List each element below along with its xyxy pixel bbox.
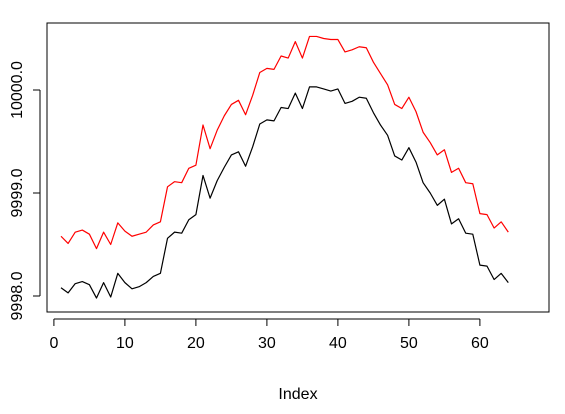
series-line-1 [60,86,509,299]
x-tick-label: 30 [258,335,276,352]
x-axis-title: Index [278,386,317,403]
y-tick-label: 10000.0 [9,61,26,119]
x-tick-label: 50 [400,335,418,352]
x-axis: 0 10 20 30 40 50 60 [49,318,489,352]
x-tick-label: 60 [471,335,489,352]
x-tick-label: 0 [49,335,58,352]
x-tick-label: 10 [116,335,134,352]
x-tick-label: 40 [329,335,347,352]
y-tick-label: 9999.0 [9,168,26,217]
series-layer [60,35,509,299]
y-axis: 9998.0 9999.0 10000.0 [9,61,41,320]
x-tick-label: 20 [187,335,205,352]
y-tick-label: 9998.0 [9,271,26,320]
plot-frame [46,22,550,313]
series-line-2 [60,35,509,250]
